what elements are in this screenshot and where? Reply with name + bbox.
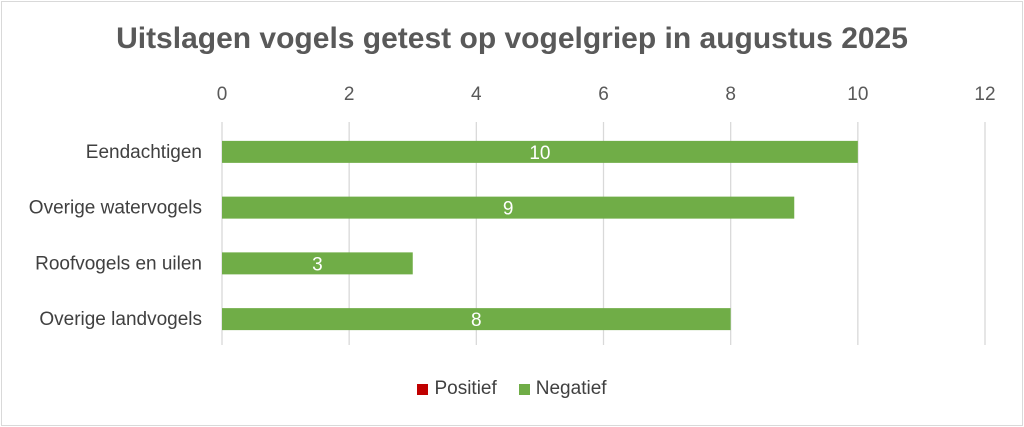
bar xyxy=(222,196,795,219)
data-label: 3 xyxy=(312,254,323,275)
legend-swatch-positief xyxy=(417,383,429,395)
data-label: 10 xyxy=(529,143,550,164)
legend-item-negatief: Negatief xyxy=(518,378,607,400)
category-label: Roofvogels en uilen xyxy=(35,253,202,274)
data-label: 8 xyxy=(471,310,482,331)
x-tick-label: 8 xyxy=(725,84,736,105)
x-tick-label: 12 xyxy=(974,84,995,105)
legend-label-negatief: Negatief xyxy=(535,378,607,399)
x-tick-label: 2 xyxy=(344,84,355,105)
x-tick-label: 4 xyxy=(471,84,482,105)
category-label: Eendachtigen xyxy=(86,142,202,163)
x-tick-label: 0 xyxy=(217,84,228,105)
data-label: 9 xyxy=(503,199,514,220)
x-tick-label: 6 xyxy=(598,84,609,105)
legend-label-positief: Positief xyxy=(434,378,497,399)
legend: Positief Negatief xyxy=(0,378,1024,400)
legend-swatch-negatief xyxy=(518,383,530,395)
category-label: Overige watervogels xyxy=(29,198,202,219)
bar xyxy=(222,252,413,275)
chart-title: Uitslagen vogels getest op vogelgriep in… xyxy=(116,22,908,55)
x-tick-label: 10 xyxy=(847,84,868,105)
category-label: Overige landvogels xyxy=(39,309,202,330)
bar xyxy=(222,140,858,163)
legend-item-positief: Positief xyxy=(417,378,497,400)
bar xyxy=(222,308,731,331)
